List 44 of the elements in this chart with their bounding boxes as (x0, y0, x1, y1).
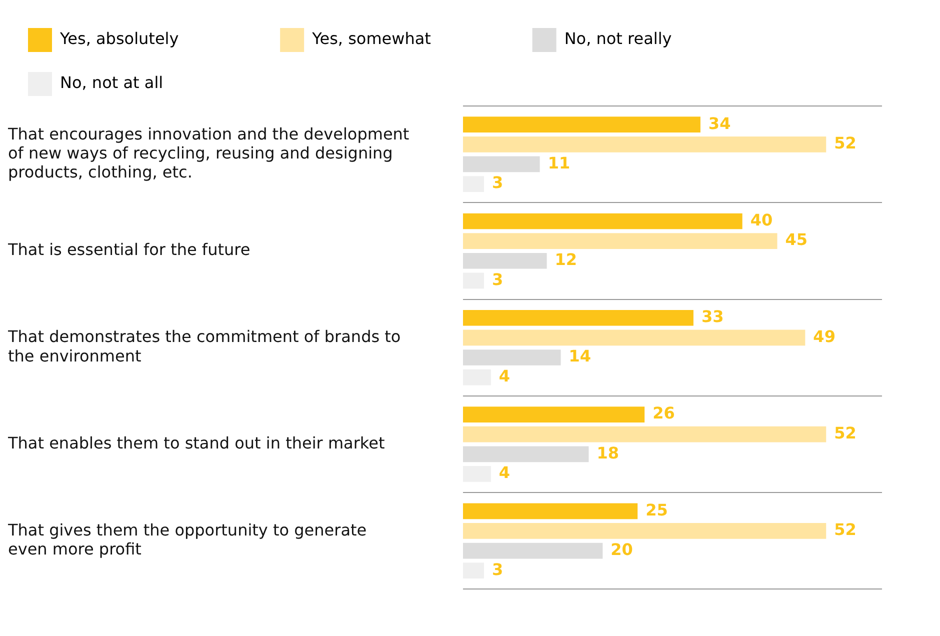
bar (463, 350, 561, 366)
data-label: 4 (498, 366, 510, 386)
legend-label: Yes, absolutely (59, 29, 260, 48)
data-label: 52 (834, 423, 856, 442)
y-tick-label: That demonstrates the commitment of brands to the environment (7, 327, 401, 366)
data-label: 18 (596, 443, 619, 462)
data-label: 34 (708, 114, 731, 133)
bar (463, 136, 826, 152)
y-tick-label: That is essential for the future (7, 240, 250, 260)
data-label: 4 (498, 463, 510, 482)
legend-label: Yes, somewhat (311, 29, 512, 48)
bar (463, 406, 645, 422)
bar (463, 116, 700, 133)
bar (463, 233, 778, 249)
bar (463, 252, 547, 269)
bar (463, 426, 826, 442)
legend-label: No, not really (564, 29, 754, 48)
y-tick-label: That encourages innovation and the development of new ways of recycling, reusing and designing products, clothing, etc. (7, 124, 410, 182)
bar (463, 156, 540, 172)
bar (463, 523, 826, 539)
data-label: 52 (834, 134, 856, 153)
bar (463, 446, 589, 462)
data-label: 3 (492, 173, 504, 192)
data-label: 20 (610, 540, 633, 559)
bar (463, 542, 603, 559)
data-label: 3 (492, 560, 504, 579)
y-tick-label: That gives them the opportunity to generate even more profit (7, 520, 367, 559)
data-label: 3 (492, 270, 504, 289)
data-label: 33 (701, 307, 724, 326)
y-tick-label: That enables them to stand out in their market (7, 433, 385, 452)
data-label: 11 (548, 153, 570, 172)
data-label: 26 (652, 404, 675, 423)
data-label: 52 (834, 520, 856, 540)
bar (463, 503, 638, 520)
data-label: 25 (646, 500, 668, 520)
bar (463, 213, 742, 230)
data-label: 49 (813, 326, 836, 346)
bar (463, 310, 694, 326)
data-label: 12 (554, 250, 578, 270)
bar (463, 330, 806, 346)
legend-label: No, not at all (60, 73, 244, 92)
data-label: 45 (785, 230, 808, 250)
data-label: 14 (568, 346, 592, 366)
data-label: 40 (750, 210, 773, 230)
